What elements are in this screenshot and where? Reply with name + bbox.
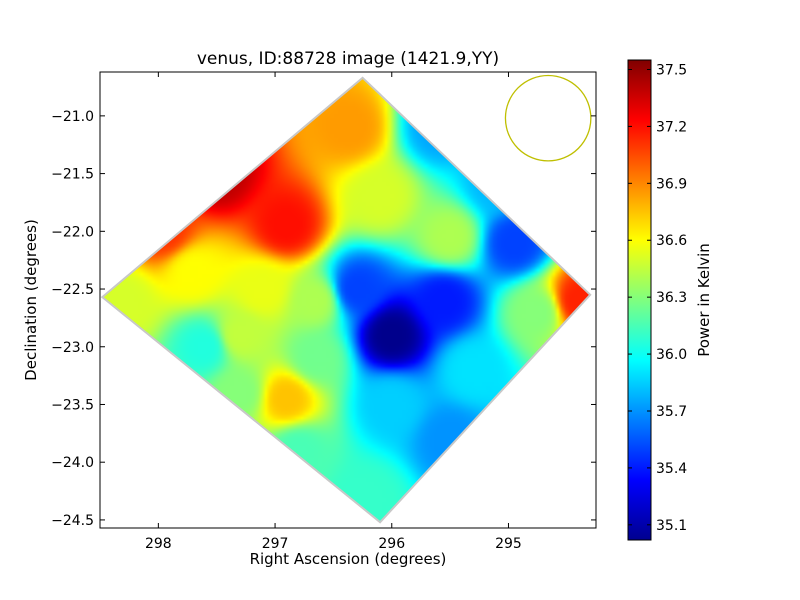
x-axis-ticks: 298 297 296 295: [145, 72, 522, 552]
colorbar-tick-label: 36.6: [656, 233, 687, 249]
plot-frame: [99, 71, 597, 529]
colorbar-tick-label: 37.5: [656, 62, 687, 78]
x-tick-label: 296: [378, 536, 405, 552]
y-tick-label: −21.5: [51, 167, 94, 183]
colorbar-tick-label: 35.4: [656, 461, 687, 477]
colorbar-label: Power in Kelvin: [695, 243, 713, 357]
x-tick-label: 297: [262, 536, 289, 552]
x-tick-label: 298: [145, 536, 172, 552]
x-axis-label: Right Ascension (degrees): [250, 550, 447, 568]
y-tick-label: −22.5: [51, 282, 94, 298]
colorbar-tick-label: 36.3: [656, 290, 687, 306]
heatmap-surface: [102, 77, 591, 523]
plot-area: 298 297 296 295 −21.0−21.5−22.0−22.5−23.0−2…: [51, 71, 597, 552]
y-tick-label: −23.5: [51, 397, 94, 413]
colorbar-tick-label: 35.1: [656, 518, 687, 534]
chart-title: venus, ID:88728 image (1421.9,YY): [197, 49, 499, 69]
y-tick-label: −21.0: [51, 109, 94, 125]
y-tick-label: −23.0: [51, 340, 94, 356]
x-tick-label: 295: [495, 536, 522, 552]
y-axis-ticks: −21.0 −21.5 −22.0 −22.5 −23.0 −23.5 −24.0 −24.5: [51, 109, 596, 529]
colorbar-tick-label: 36.0: [656, 347, 687, 363]
colorbar-tick-label: 37.2: [656, 119, 687, 135]
map-footprint-edge: [100, 76, 592, 524]
y-tick-label: −24.5: [51, 513, 94, 529]
y-axis-label: Declination (degrees): [22, 219, 40, 381]
y-tick-label: −24.0: [51, 455, 94, 471]
beam-circle-marker: [504, 74, 592, 162]
y-tick-label: −22.0: [51, 224, 94, 240]
colorbar-ticks: 35.1 35.4 35.7 36.0 36.3 36.6 36.9 37.2 37.5: [628, 62, 687, 534]
colorbar-tick-label: 35.7: [656, 404, 687, 420]
colorbar-gradient: [627, 59, 652, 541]
colorbar-tick-label: 36.9: [656, 176, 687, 192]
colorbar: 35.1 35.4 35.7 36.0 36.3 36.6 36.9 37.2 37.5 Pow…: [627, 59, 713, 541]
